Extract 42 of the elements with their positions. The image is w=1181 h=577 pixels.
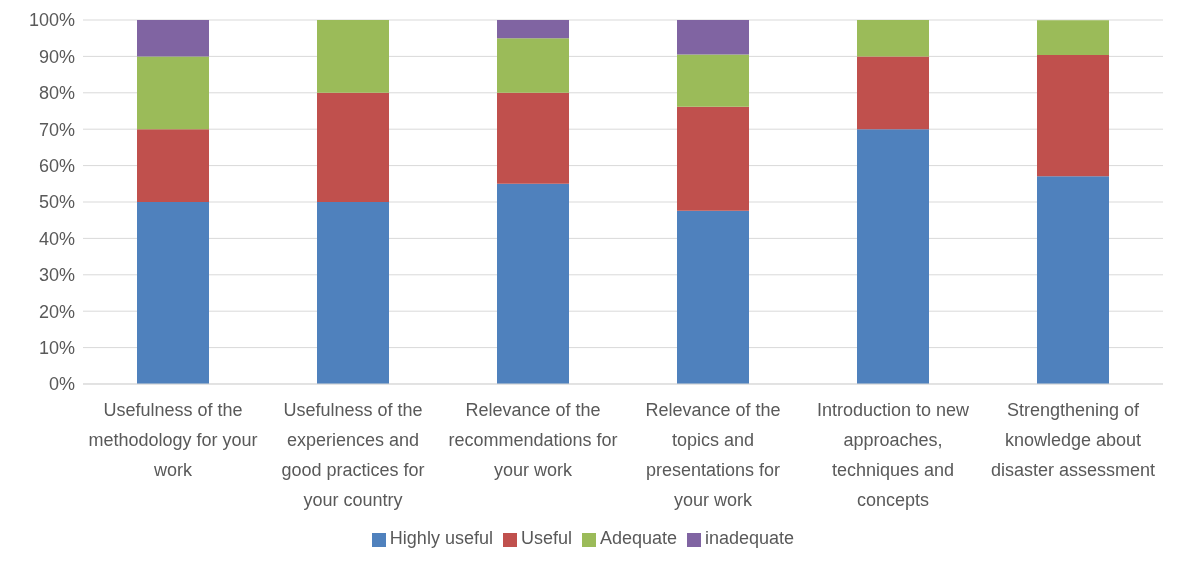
bar	[677, 54, 749, 107]
bar	[857, 129, 929, 384]
bar	[137, 202, 209, 384]
bar	[497, 38, 569, 93]
bar	[857, 56, 929, 130]
bar	[677, 210, 749, 384]
y-tick-label: 30%	[38, 265, 75, 286]
bar	[1037, 54, 1109, 177]
x-tick-label: Usefulness of the experiences and good practices for your country	[281, 400, 425, 510]
y-tick-label: 50%	[38, 192, 75, 213]
y-tick-label: 10%	[38, 337, 75, 358]
bar	[137, 129, 209, 202]
bar	[497, 20, 569, 39]
legend-label: inadequate	[705, 528, 795, 548]
y-tick-label: 0%	[48, 374, 75, 395]
legend-label: Useful	[520, 528, 572, 548]
legend-label: Adequate	[599, 528, 678, 548]
x-tick-label: Usefulness of the methodology for your work	[88, 400, 258, 480]
bar	[317, 202, 389, 384]
y-tick-label: 100%	[28, 10, 75, 31]
bar	[1037, 176, 1109, 384]
bar	[137, 56, 209, 130]
legend-label: Highly useful	[389, 528, 493, 548]
y-tick-label: 20%	[38, 301, 75, 322]
bar	[137, 20, 209, 57]
bar	[317, 20, 389, 93]
bar	[677, 20, 749, 55]
bar	[1037, 20, 1109, 55]
x-tick-label: Introduction to new approaches, techniques and concepts	[816, 400, 971, 510]
y-tick-label: 80%	[38, 83, 75, 104]
bar	[317, 92, 389, 202]
x-tick-label: Strengthening of knowledge about disaster assessment	[990, 400, 1156, 480]
x-tick-label: Relevance of the topics and presentations for your work	[645, 400, 781, 510]
y-tick-label: 60%	[38, 155, 75, 176]
bar	[497, 92, 569, 184]
y-tick-label: 90%	[38, 46, 75, 67]
bar	[857, 20, 929, 57]
x-tick-label: Relevance of the recommendations for your work	[448, 400, 618, 480]
y-tick-label: 70%	[38, 119, 75, 140]
y-tick-label: 40%	[38, 228, 75, 249]
bar	[497, 183, 569, 384]
bar	[677, 106, 749, 211]
